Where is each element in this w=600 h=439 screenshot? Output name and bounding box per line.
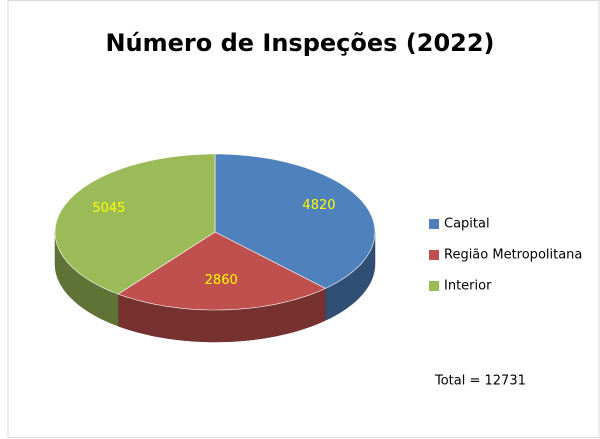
- data-label: 2860: [205, 273, 238, 288]
- data-label: 5045: [92, 201, 125, 216]
- legend-swatch: [429, 250, 439, 260]
- slice: [54, 153, 216, 295]
- slice: [214, 153, 376, 289]
- legend-swatch: [429, 219, 439, 229]
- legend-swatch: [429, 281, 439, 291]
- legend-label: Região Metropolitana: [444, 248, 582, 263]
- data-label: 4820: [302, 198, 335, 213]
- legend-label: Interior: [444, 279, 492, 294]
- chart-title: Número de Inspeções (2022): [105, 29, 494, 57]
- slice: [117, 231, 327, 311]
- legend-label: Capital: [444, 217, 490, 232]
- annotation: Total = 12731: [434, 374, 526, 389]
